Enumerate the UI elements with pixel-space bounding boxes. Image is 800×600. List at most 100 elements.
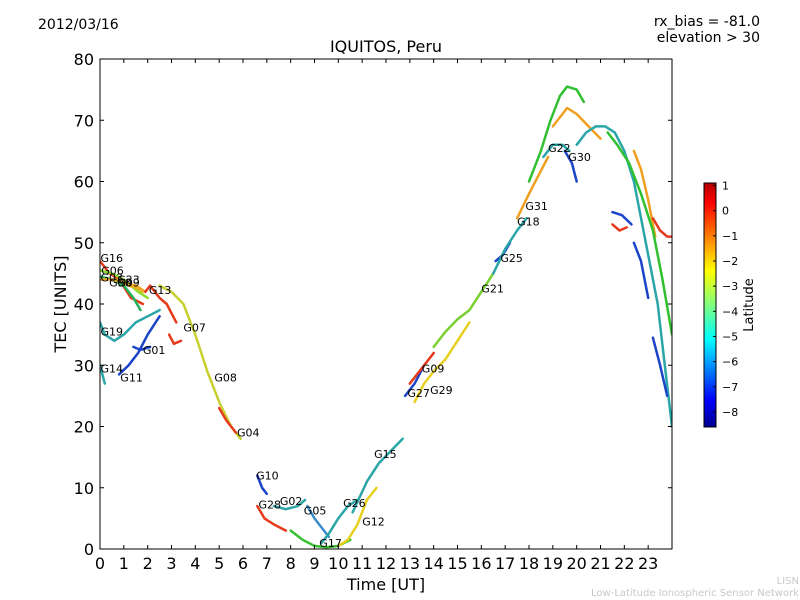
x-tick-label: 15 — [447, 554, 467, 573]
series-line-g33-31 — [551, 106, 602, 140]
series-line-g29-23 — [413, 321, 471, 404]
series-line-g28-14 — [256, 504, 288, 532]
x-tick-label: 8 — [286, 554, 296, 573]
series-line-g18-26 — [492, 217, 528, 275]
satellite-label-22: G09 — [422, 362, 445, 375]
satellite-label-25: G21 — [481, 283, 504, 296]
series-line-g38-36 — [651, 217, 672, 238]
satellite-label-19: G17 — [319, 537, 342, 550]
series-line-g09-22 — [408, 351, 435, 385]
series-line-g36-34 — [611, 210, 633, 226]
y-tick-label: 50 — [74, 234, 94, 253]
satellite-label-11: G07 — [183, 321, 206, 334]
series-line-g15-20 — [351, 437, 404, 514]
x-tick-label: 17 — [495, 554, 515, 573]
colorbar-tick-label: 0 — [722, 205, 729, 218]
y-tick-label: 80 — [74, 50, 94, 69]
y-tick-label: 60 — [74, 173, 94, 192]
x-axis-label: Time [UT] — [346, 575, 425, 594]
series-line-g04-12 — [217, 406, 238, 434]
x-tick-label: 1 — [119, 554, 129, 573]
series-line-g11-9 — [117, 315, 161, 376]
satellite-label-18: G26 — [343, 497, 366, 510]
x-tick-label: 7 — [262, 554, 272, 573]
satellite-label-7: G19 — [101, 326, 124, 339]
series-line-g14-8 — [100, 364, 107, 385]
x-tick-label: 20 — [566, 554, 586, 573]
colorbar-tick-label: −5 — [722, 330, 738, 343]
series-line-g39-37 — [606, 131, 672, 336]
y-tick-label: 70 — [74, 111, 94, 130]
series-line-g32-30 — [527, 85, 586, 183]
colorbar-tick-label: −7 — [722, 381, 738, 394]
satellite-label-30: G30 — [568, 151, 591, 164]
satellite-label-9: G14 — [101, 362, 124, 375]
colorbar — [703, 182, 717, 428]
satellite-label-14: G10 — [256, 470, 279, 483]
series-line-g10-13 — [256, 474, 269, 496]
colorbar-tick-label: 1 — [722, 180, 729, 193]
colorbar-label: Latitude — [742, 278, 757, 332]
satellite-label-6: G13 — [149, 284, 172, 297]
satellite-label-13: G04 — [237, 427, 260, 440]
y-tick-label: 20 — [74, 418, 94, 437]
satellite-label-15: G28 — [259, 498, 282, 511]
satellite-label-5: G23 — [117, 274, 140, 287]
y-tick-label: 10 — [74, 479, 94, 498]
y-tick-label: 30 — [74, 356, 94, 375]
chart-title: IQUITOS, Peru — [329, 37, 443, 56]
satellite-label-3: G30 — [109, 277, 132, 290]
x-tick-label: 18 — [519, 554, 539, 573]
x-tick-label: 19 — [543, 554, 563, 573]
series-line-g26-18 — [320, 498, 359, 545]
series-line-g23-4 — [115, 278, 145, 294]
x-tick-label: 9 — [309, 554, 319, 573]
satellite-label-20: G12 — [362, 515, 385, 528]
footer-network-name: Low-Latitude Ionospheric Sensor Network — [591, 588, 799, 599]
series-line-g08-11 — [158, 284, 242, 441]
satellite-label-29: G22 — [548, 142, 571, 155]
series-line-g06-1 — [100, 269, 149, 300]
satellite-label-4: G09 — [117, 277, 140, 290]
satellite-label-27: G18 — [517, 215, 540, 228]
x-tick-label: 11 — [352, 554, 372, 573]
series-line-g40-38 — [651, 336, 669, 398]
colorbar-tick-label: −3 — [722, 280, 738, 293]
series-line-g12-19 — [337, 486, 378, 548]
colorbar-tick-label: −6 — [722, 356, 738, 369]
series-line-g19-6 — [100, 308, 161, 343]
x-tick-label: 6 — [238, 554, 248, 573]
series-line-g05-16 — [306, 504, 331, 539]
y-tick-label: 0 — [84, 540, 94, 559]
x-tick-label: 12 — [376, 554, 396, 573]
footer-lisn: LISN — [776, 576, 799, 587]
x-tick-label: 16 — [471, 554, 491, 573]
colorbar-tick-label: −4 — [722, 305, 738, 318]
date-label: 2012/03/16 — [38, 17, 119, 33]
x-tick-label: 3 — [166, 554, 176, 573]
satellite-label-0: G16 — [101, 252, 124, 265]
x-tick-label: 10 — [328, 554, 348, 573]
x-tick-label: 0 — [95, 554, 105, 573]
rx-bias-label: rx_bias = -81.0 — [653, 14, 760, 30]
colorbar-tick-label: −8 — [722, 406, 738, 419]
x-tick-label: 5 — [214, 554, 224, 573]
series-line-g41-39 — [632, 241, 650, 300]
series-line-g13-5 — [144, 284, 178, 324]
satellite-label-21: G15 — [374, 448, 397, 461]
series-line-g30-29 — [563, 149, 578, 183]
satellite-label-26: G25 — [500, 252, 523, 265]
x-tick-label: 4 — [190, 554, 200, 573]
y-tick-label: 40 — [74, 295, 94, 314]
x-tick-label: 13 — [400, 554, 420, 573]
x-tick-label: 23 — [638, 554, 658, 573]
series-line-g21-24 — [432, 272, 495, 349]
series-line-g22-28 — [542, 143, 571, 159]
series-line-g02-15 — [272, 498, 307, 511]
elevation-label: elevation > 30 — [656, 30, 760, 46]
series-line-g07-10 — [167, 333, 183, 346]
x-tick-label: 14 — [423, 554, 443, 573]
satellite-label-24: G29 — [430, 384, 453, 397]
satellite-label-23: G27 — [407, 387, 430, 400]
